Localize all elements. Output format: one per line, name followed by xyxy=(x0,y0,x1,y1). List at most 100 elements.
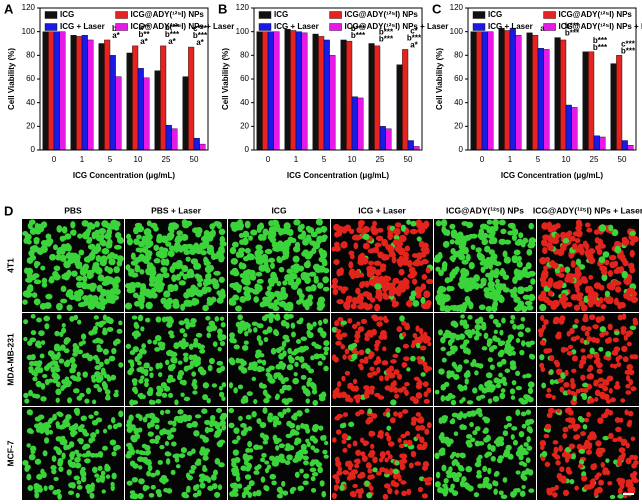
cell xyxy=(206,296,212,303)
cell xyxy=(540,315,545,322)
cell xyxy=(134,323,140,329)
cell xyxy=(116,328,123,334)
cell xyxy=(312,386,317,392)
cell xyxy=(302,388,310,395)
y-axis-label: Cell Viability (%) xyxy=(435,48,444,110)
cell xyxy=(495,278,500,284)
cell xyxy=(43,315,51,322)
cell xyxy=(441,464,447,472)
cell xyxy=(567,424,574,429)
cell xyxy=(199,482,206,489)
cell xyxy=(498,295,505,304)
cell xyxy=(133,427,140,434)
cell xyxy=(451,268,459,276)
cell xyxy=(347,443,352,449)
cell xyxy=(351,323,358,329)
cell xyxy=(493,377,500,384)
cell xyxy=(308,271,317,277)
cell xyxy=(404,389,409,397)
cell xyxy=(411,253,420,259)
cell xyxy=(377,251,384,259)
cell xyxy=(271,480,277,486)
cell xyxy=(52,490,59,495)
cell xyxy=(262,257,269,265)
cell xyxy=(458,385,465,392)
cell xyxy=(53,476,59,482)
legend-label: ICG xyxy=(274,10,288,19)
cell xyxy=(268,226,274,233)
cell xyxy=(306,323,314,331)
cell xyxy=(40,396,47,402)
cell xyxy=(372,220,378,227)
cell xyxy=(398,443,405,449)
cell xyxy=(140,326,145,332)
cell xyxy=(352,483,358,489)
cell xyxy=(166,349,173,357)
cell xyxy=(180,392,185,397)
cell xyxy=(85,228,92,234)
cell xyxy=(410,450,417,458)
cell xyxy=(498,490,504,496)
cell xyxy=(425,267,431,274)
cell xyxy=(554,484,559,491)
cell xyxy=(166,297,173,305)
cell xyxy=(23,267,29,274)
cell xyxy=(322,276,329,284)
legend-label: ICG + Laser xyxy=(274,22,319,31)
cell xyxy=(255,244,263,251)
micrograph xyxy=(331,407,433,500)
cell xyxy=(89,487,95,492)
cell xyxy=(318,425,324,431)
bar xyxy=(599,136,606,151)
cell xyxy=(382,493,389,500)
cell xyxy=(611,349,619,356)
cell xyxy=(515,370,521,376)
cell xyxy=(304,276,311,284)
cell xyxy=(455,461,460,467)
cell xyxy=(140,256,147,262)
cell xyxy=(186,451,193,456)
cell xyxy=(134,433,141,440)
cell xyxy=(623,356,629,363)
cell xyxy=(100,370,107,376)
cell xyxy=(362,233,370,240)
cell xyxy=(505,415,512,422)
cell xyxy=(32,376,38,382)
cell xyxy=(388,252,396,258)
x-tick-label: 25 xyxy=(590,155,599,164)
cell xyxy=(230,258,239,265)
cell xyxy=(309,381,315,388)
cell xyxy=(347,382,354,388)
cell xyxy=(626,341,632,347)
cell xyxy=(487,233,495,240)
cell xyxy=(265,367,272,373)
cell xyxy=(178,245,184,253)
cell xyxy=(583,417,590,423)
cell xyxy=(366,492,373,499)
cell xyxy=(370,225,377,233)
cell xyxy=(340,241,348,249)
cell xyxy=(510,395,516,400)
cell xyxy=(290,331,296,338)
y-tick-label: 100 xyxy=(22,27,36,36)
cell xyxy=(43,485,48,492)
cell xyxy=(190,318,197,324)
cell xyxy=(492,219,500,226)
cell xyxy=(24,291,33,298)
cell xyxy=(567,344,574,350)
cell xyxy=(130,361,135,368)
cell xyxy=(183,249,191,256)
cell xyxy=(361,455,368,462)
cell xyxy=(132,386,138,393)
cell xyxy=(132,292,139,299)
cell xyxy=(348,421,355,427)
cell xyxy=(449,255,457,261)
cell xyxy=(393,386,399,394)
cell xyxy=(344,348,350,355)
cell xyxy=(354,333,361,340)
cell xyxy=(581,475,588,482)
cell xyxy=(232,488,239,494)
cell xyxy=(417,336,423,344)
cell xyxy=(561,451,569,458)
cell xyxy=(36,248,44,255)
